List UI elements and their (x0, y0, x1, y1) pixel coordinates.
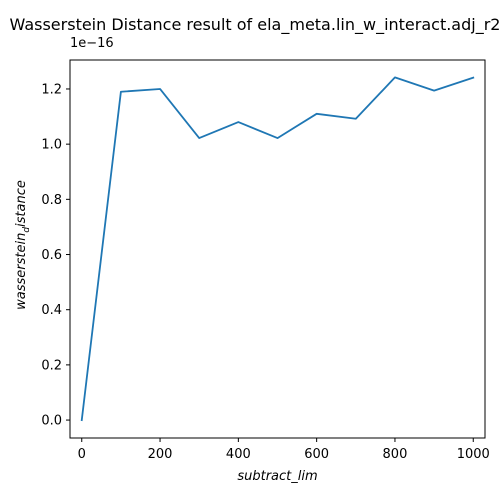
y-axis-title-main: wasserstein (14, 233, 29, 310)
series-line (80, 76, 475, 422)
x-tick-label: 600 (304, 447, 329, 462)
x-tick-label: 800 (383, 447, 408, 462)
x-tick-label: 200 (148, 447, 173, 462)
x-tick-label: 400 (226, 447, 251, 462)
y-axis-title-subscript: d (22, 227, 32, 233)
y-axis-title-tail: istance (14, 180, 29, 227)
y-axis-title: wassersteindistance (14, 180, 32, 310)
y-tick-label: 0.6 (41, 248, 62, 263)
y-tick-label: 0.4 (41, 303, 62, 318)
y-tick-label: 1.0 (41, 138, 62, 153)
y-tick-label: 0.2 (41, 358, 62, 373)
y-axis-offset-label: 1e−16 (70, 36, 114, 51)
x-tick-label: 0 (78, 447, 86, 462)
axes-frame (69, 59, 486, 439)
y-tick-label: 0.0 (41, 414, 62, 429)
x-axis-title: subtract_lim (237, 469, 317, 484)
chart-title: Wasserstein Distance result of ela_meta.… (10, 15, 500, 35)
y-tick-label: 0.8 (41, 193, 62, 208)
y-tick-label: 1.2 (41, 82, 62, 97)
axes: 0 200 400 600 800 1000 0.0 0.2 0.4 0.6 0.8 1.0 1.2 (41, 59, 490, 462)
plot-area (80, 76, 475, 422)
x-tick-label: 1000 (457, 447, 490, 462)
